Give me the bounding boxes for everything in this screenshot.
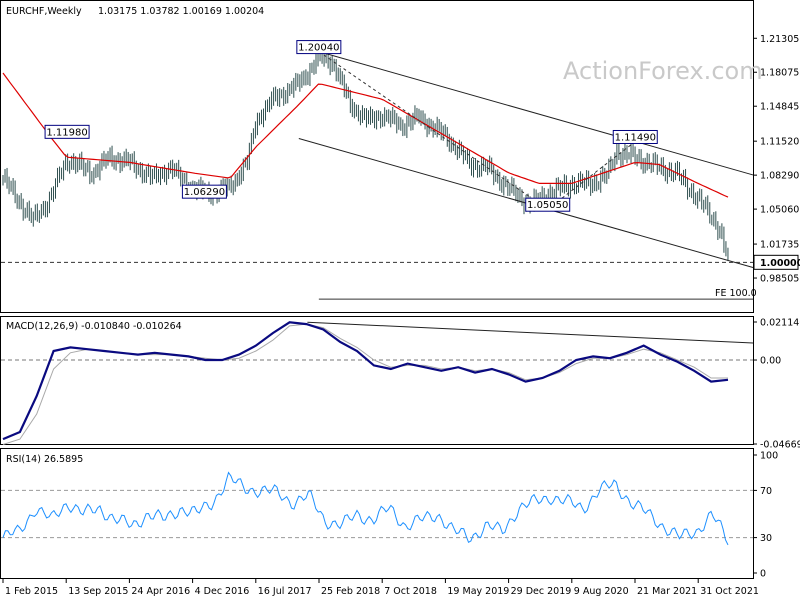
macd-title: MACD(12,26,9) -0.010840 -0.010264 [6,321,182,332]
moving-average-line [2,72,729,198]
x-tick-label: 1 Feb 2015 [5,586,58,597]
macd-panel-frame [0,316,754,445]
x-tick-label: 29 Dec 2019 [511,586,572,597]
x-tick-label: 25 Feb 2018 [321,586,380,597]
price-label: 1.20040 [298,43,339,54]
x-tick-label: 24 Apr 2016 [131,586,190,597]
macd-tick-label: 0.00 [760,356,781,367]
x-tick-label: 21 Mar 2021 [637,586,697,597]
price-tick-label: 1.14845 [760,102,799,113]
rsi-panel: 100 70 30 0 [1,451,778,580]
rsi-title: RSI(14) 26.5895 [6,454,83,465]
price-label: 1.11980 [46,127,87,138]
price-tick-label: 1.05060 [760,205,799,216]
price-label-box [44,124,90,139]
price-panel: 1.21305 1.18075 1.14845 1.11520 1.08290 1.050… [1,34,800,300]
x-tick-label: 9 Aug 2020 [574,586,629,597]
macd-signal-line [2,323,728,445]
current-price-box [753,254,799,270]
chart-symbol: EURCHF,Weekly [6,6,82,17]
rsi-tick-label: 70 [760,486,772,497]
price-label: 1.06290 [184,187,225,198]
macd-line [2,321,729,441]
chart-ohlc: 1.03175 1.03782 1.00169 1.00204 [98,6,264,17]
fe-level-label: FE 100.0 [715,288,757,299]
price-tick-label: 1.21305 [760,34,799,45]
rsi-line [2,471,729,546]
x-tick-label: 7 Oct 2018 [384,586,437,597]
price-tick-label: 1.01735 [760,240,799,251]
rsi-panel-frame [0,448,754,579]
price-label-box [525,197,571,212]
rsi-tick-label: 30 [760,533,772,544]
macd-trend-line [307,321,754,344]
macd-tick-label: -0.046699 [760,440,800,451]
macd-tick-label: 0.021146 [760,318,800,329]
macd-panel: 0.021146 0.00 -0.046699 [1,318,800,451]
price-tick-label: 1.11520 [760,137,799,148]
watermark-text: ActionForex.com [563,57,763,85]
price-label-box [612,129,658,144]
channel-upper-line [318,51,754,176]
x-tick-label: 4 Dec 2016 [195,586,250,597]
price-label: 1.05050 [527,200,568,211]
price-label-box [296,40,342,55]
price-label: 1.11490 [615,132,656,143]
projection-dashed-line [318,51,548,210]
price-panel-frame [0,0,754,313]
price-tick-label: 1.18075 [760,68,799,79]
x-tick-label: 19 May 2019 [447,586,509,597]
rsi-tick-label: 100 [760,451,778,462]
rsi-tick-label: 0 [760,569,766,580]
x-tick-label: 13 Sep 2015 [68,586,128,597]
price-tick-label: 1.08290 [760,171,799,182]
current-price-label: 1.00000 [760,258,800,269]
price-tick-label: 0.98505 [760,274,799,285]
x-tick-label: 31 Oct 2021 [700,586,759,597]
time-axis: 1 Feb 2015 13 Sep 2015 24 Apr 2016 4 Dec 20… [2,579,759,597]
x-tick-label: 16 Jul 2017 [258,586,312,597]
price-label-box [181,184,227,199]
